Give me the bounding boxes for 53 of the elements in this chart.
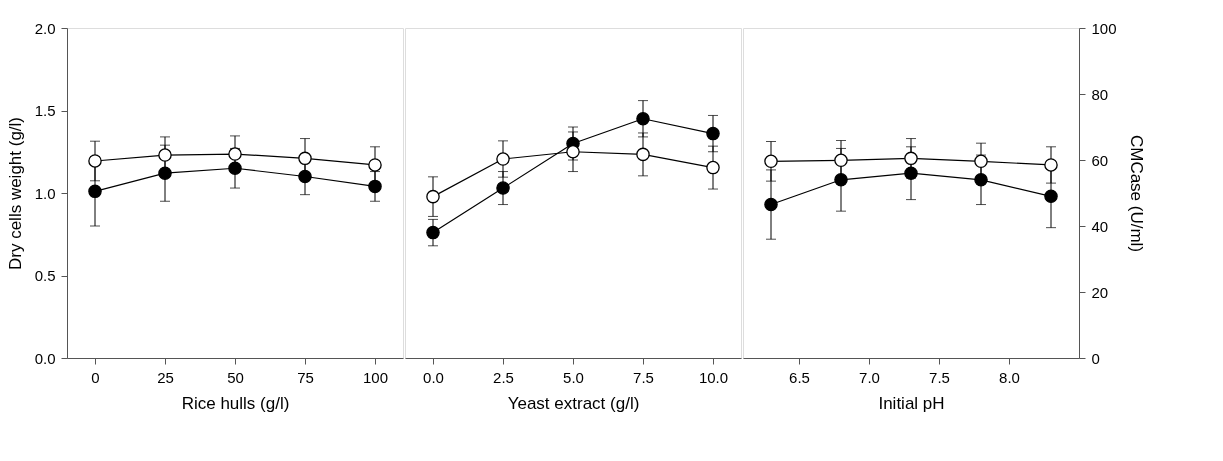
point (834, 153, 848, 168)
point (88, 184, 102, 199)
point (764, 197, 778, 212)
point (496, 181, 510, 195)
x-tick-label: 7.0 (859, 368, 880, 386)
point (706, 126, 720, 141)
point (88, 154, 102, 168)
point (706, 160, 720, 175)
point (1044, 158, 1058, 172)
y2-tick-label: 60 (1091, 151, 1109, 169)
x-tick-label: 75 (297, 368, 314, 386)
point (426, 225, 440, 240)
y2-tick-label: 0 (1091, 349, 1100, 367)
x-axis-title: Yeast extract (g/l) (507, 393, 640, 413)
x-tick-label: 25 (157, 368, 174, 386)
y-tick-label: 1.5 (34, 102, 56, 119)
point (904, 151, 918, 166)
x-tick-label: 2.5 (493, 368, 514, 386)
point (426, 189, 440, 204)
y2-tick-label: 80 (1091, 85, 1109, 103)
x-tick-label: 8.0 (999, 368, 1020, 386)
y2-axis-title: CMCase (U/ml) (1126, 134, 1146, 253)
y2-tick-label: 20 (1091, 283, 1109, 301)
x-axis-title: Initial pH (878, 393, 945, 413)
point (636, 111, 650, 126)
x-tick-label: 5.0 (563, 368, 584, 386)
x-tick-label: 0.0 (423, 368, 444, 386)
x-tick-label: 7.5 (929, 368, 950, 386)
y2-tick-label: 100 (1091, 19, 1117, 37)
x-tick-label: 100 (362, 368, 389, 386)
y-axis-title: Dry cells weight (g/l) (5, 116, 25, 271)
x-tick-label: 50 (227, 368, 244, 386)
point (1044, 189, 1058, 204)
point (496, 152, 510, 166)
y-tick-label: 0.5 (34, 267, 56, 284)
y2-tick-label: 40 (1091, 217, 1109, 235)
x-tick-label: 0 (91, 368, 100, 386)
x-axis-title: Rice hulls (g/l) (181, 393, 290, 413)
point (298, 151, 312, 166)
point (636, 147, 650, 162)
x-tick-label: 7.5 (633, 368, 654, 386)
point (228, 147, 242, 161)
point (368, 179, 382, 194)
y-tick-label: 0.0 (34, 349, 56, 367)
x-tick-label: 6.5 (789, 368, 810, 386)
y-tick-label: 1.0 (34, 184, 56, 202)
y-tick-label: 2.0 (34, 19, 56, 37)
point (764, 154, 778, 169)
point (158, 148, 172, 162)
x-tick-label: 10.0 (698, 368, 729, 386)
point (368, 158, 382, 172)
point (566, 144, 580, 159)
point (974, 154, 988, 169)
